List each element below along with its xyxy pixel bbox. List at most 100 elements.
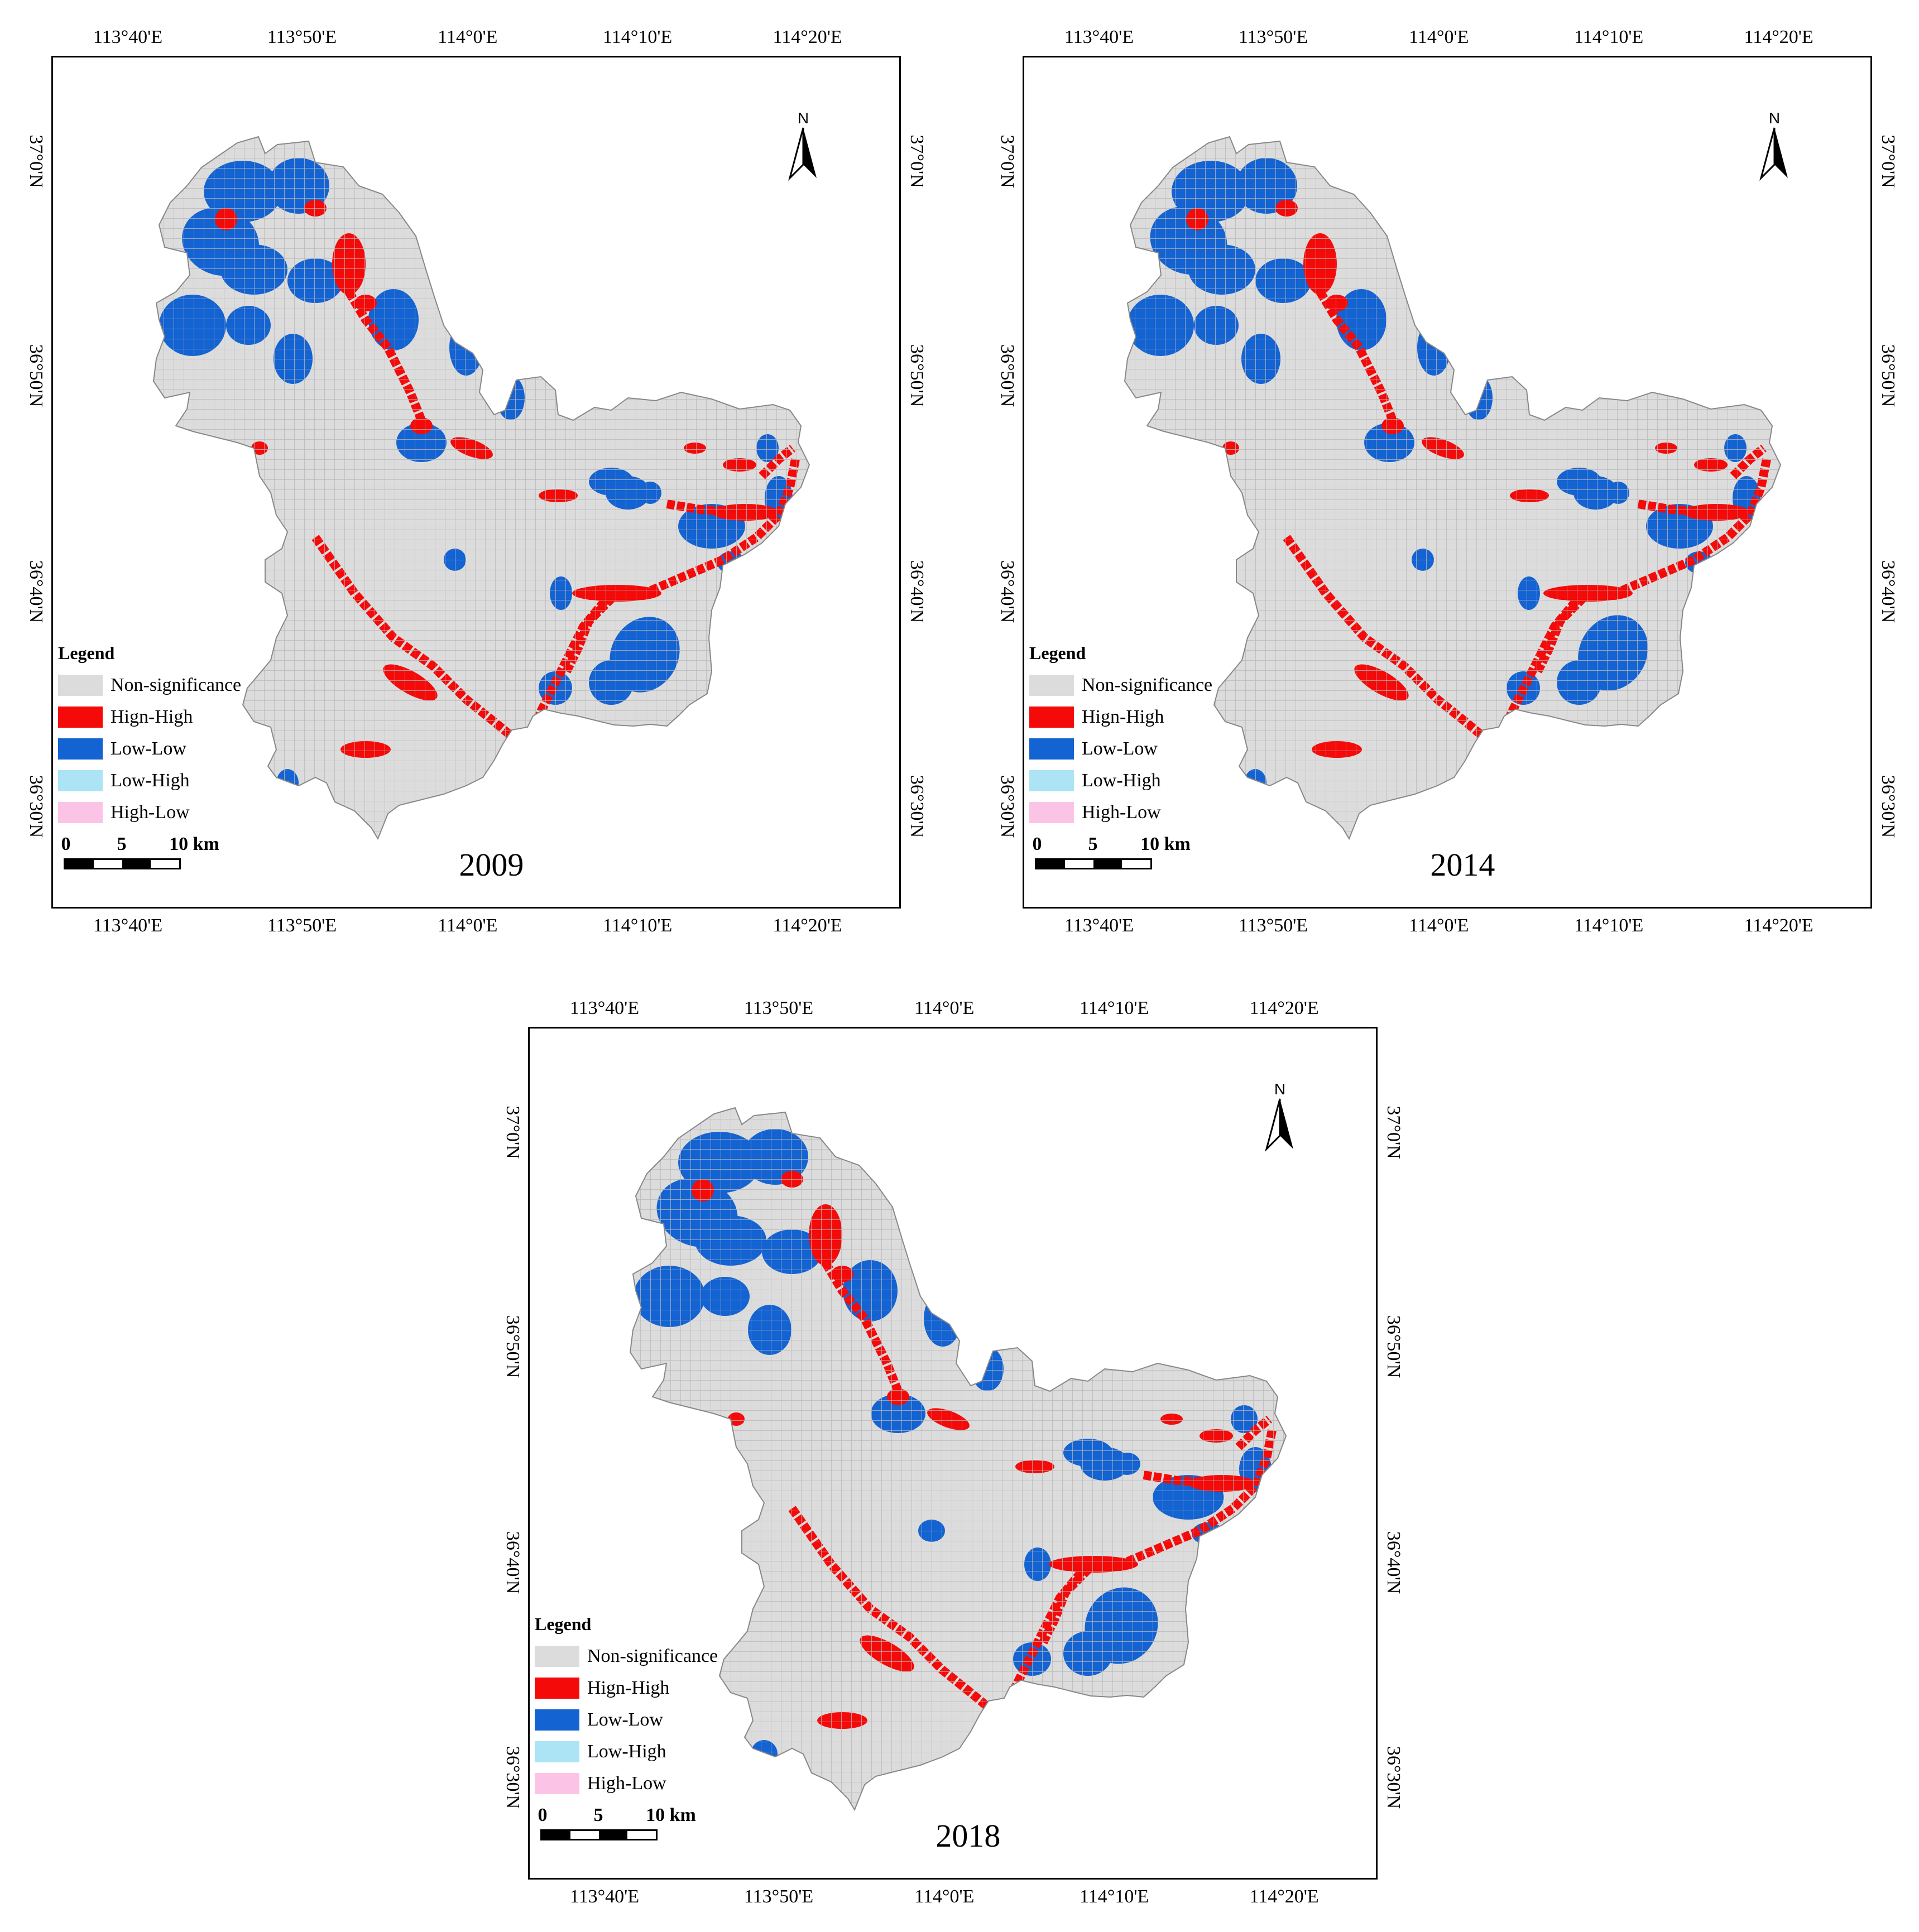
- scale-label: 0: [1032, 834, 1042, 854]
- latitude-label: 36°30'N: [1383, 1746, 1404, 1809]
- study-area-map: [1124, 136, 1782, 840]
- legend-swatch: [535, 1772, 579, 1794]
- legend-title: Legend: [58, 643, 115, 663]
- legend-label: High-Low: [587, 1772, 666, 1794]
- scale-label: 10 km: [1140, 834, 1191, 854]
- longitude-label: 114°10'E: [603, 27, 673, 47]
- longitude-label: 114°20'E: [1249, 1886, 1319, 1907]
- legend-swatch: [58, 801, 103, 823]
- latitude-label: 36°50'N: [502, 1315, 523, 1378]
- longitude-label: 114°20'E: [1249, 998, 1319, 1018]
- longitude-label: 114°10'E: [1574, 27, 1644, 47]
- legend-swatch: [1029, 706, 1074, 728]
- longitude-label: 114°10'E: [603, 915, 673, 936]
- scale-bar: 0 5 10 km: [61, 834, 219, 869]
- legend-swatch: [535, 1709, 579, 1731]
- longitude-label: 113°50'E: [1238, 27, 1308, 47]
- legend-label: Non-significance: [1082, 674, 1213, 695]
- legend-label: Hign-High: [587, 1677, 670, 1698]
- legend-item: High-Low: [58, 796, 241, 828]
- year-label: 2014: [1430, 847, 1495, 883]
- legend-item: High-Low: [1029, 796, 1212, 828]
- low-low-cluster: [971, 1302, 1015, 1335]
- north-label: N: [1274, 1080, 1285, 1098]
- longitude-label: 114°0'E: [1409, 27, 1469, 47]
- legend-label: Low-High: [111, 770, 190, 791]
- longitude-label: 114°10'E: [1080, 998, 1149, 1018]
- legend-label: High-Low: [111, 801, 190, 823]
- longitude-label: 114°20'E: [1744, 915, 1814, 936]
- north-arrow-icon: N: [1263, 1080, 1297, 1152]
- legend-item: Non-significance: [535, 1640, 718, 1672]
- latitude-label: 36°40'N: [502, 1531, 523, 1594]
- legend-label: Low-Low: [587, 1709, 663, 1730]
- study-area-boundary: [1124, 136, 1782, 840]
- legend-swatch: [58, 674, 103, 696]
- legend: Legend Non-significance Hign-High Low-Low Lo…: [535, 1614, 718, 1799]
- legend-swatch: [1029, 738, 1074, 760]
- longitude-label: 114°0'E: [438, 27, 498, 47]
- longitude-label: 113°40'E: [569, 1886, 640, 1907]
- longitude-label: 113°50'E: [743, 998, 814, 1018]
- legend-item: Non-significance: [1029, 669, 1212, 701]
- legend-label: Non-significance: [587, 1645, 718, 1666]
- latitude-label: 37°0'N: [1383, 1106, 1404, 1160]
- legend-label: Non-significance: [111, 674, 242, 695]
- legend-item: Low-Low: [58, 733, 241, 765]
- longitude-label: 114°20'E: [773, 27, 842, 47]
- legend-label: Low-High: [1082, 770, 1161, 791]
- legend-label: Hign-High: [1082, 706, 1164, 727]
- longitude-label: 113°40'E: [93, 27, 163, 47]
- legend-item: Low-Low: [1029, 733, 1212, 765]
- longitude-label: 113°50'E: [267, 915, 337, 936]
- legend-swatch: [58, 706, 103, 728]
- study-area-map: [629, 1107, 1287, 1811]
- legend-label: Low-Low: [111, 738, 186, 759]
- study-area-map: [152, 136, 810, 840]
- longitude-label: 114°10'E: [1574, 915, 1644, 936]
- study-area-boundary: [629, 1107, 1287, 1811]
- longitude-label: 114°20'E: [1744, 27, 1814, 47]
- scale-label: 10 km: [169, 834, 219, 854]
- longitude-label: 114°0'E: [1409, 915, 1469, 936]
- longitude-label: 114°0'E: [438, 915, 498, 936]
- legend-title: Legend: [1029, 643, 1086, 663]
- map-frame: [528, 1027, 1378, 1880]
- north-label: N: [1769, 109, 1780, 127]
- legend-item: Hign-High: [1029, 701, 1212, 733]
- longitude-label: 114°0'E: [914, 1886, 975, 1907]
- longitude-label: 114°10'E: [1080, 1886, 1149, 1907]
- map-frame: [1023, 56, 1872, 909]
- legend-label: Low-Low: [1082, 738, 1158, 759]
- legend-swatch: [58, 770, 103, 791]
- legend: Legend Non-significance Hign-High Low-Low Lo…: [58, 643, 241, 828]
- legend-item: High-Low: [535, 1767, 718, 1799]
- longitude-label: 113°40'E: [1064, 27, 1134, 47]
- map-frame: [51, 56, 901, 909]
- scale-bar: 0 5 10 km: [538, 1805, 696, 1840]
- north-label: N: [798, 109, 809, 127]
- longitude-label: 113°40'E: [1064, 915, 1134, 936]
- north-arrow-icon: N: [1758, 109, 1791, 181]
- longitude-label: 113°40'E: [93, 915, 163, 936]
- scale-label: 5: [1088, 834, 1098, 854]
- study-area-boundary: [152, 136, 810, 840]
- longitude-label: 113°50'E: [267, 27, 337, 47]
- longitude-label: 113°50'E: [1238, 915, 1308, 936]
- legend-label: Low-High: [587, 1741, 666, 1762]
- scale-label: 10 km: [646, 1805, 696, 1825]
- year-label: 2009: [459, 847, 524, 883]
- latitude-label: 36°40'N: [1383, 1531, 1404, 1594]
- latitude-label: 36°50'N: [1383, 1315, 1404, 1378]
- latitude-label: 36°30'N: [502, 1746, 523, 1809]
- scale-label: 5: [117, 834, 127, 854]
- legend-swatch: [58, 738, 103, 760]
- high-high-cluster: [1174, 1690, 1225, 1707]
- scale-label: 0: [61, 834, 71, 854]
- legend-swatch: [535, 1645, 579, 1667]
- legend-title: Legend: [535, 1614, 592, 1634]
- year-label: 2018: [935, 1818, 1001, 1854]
